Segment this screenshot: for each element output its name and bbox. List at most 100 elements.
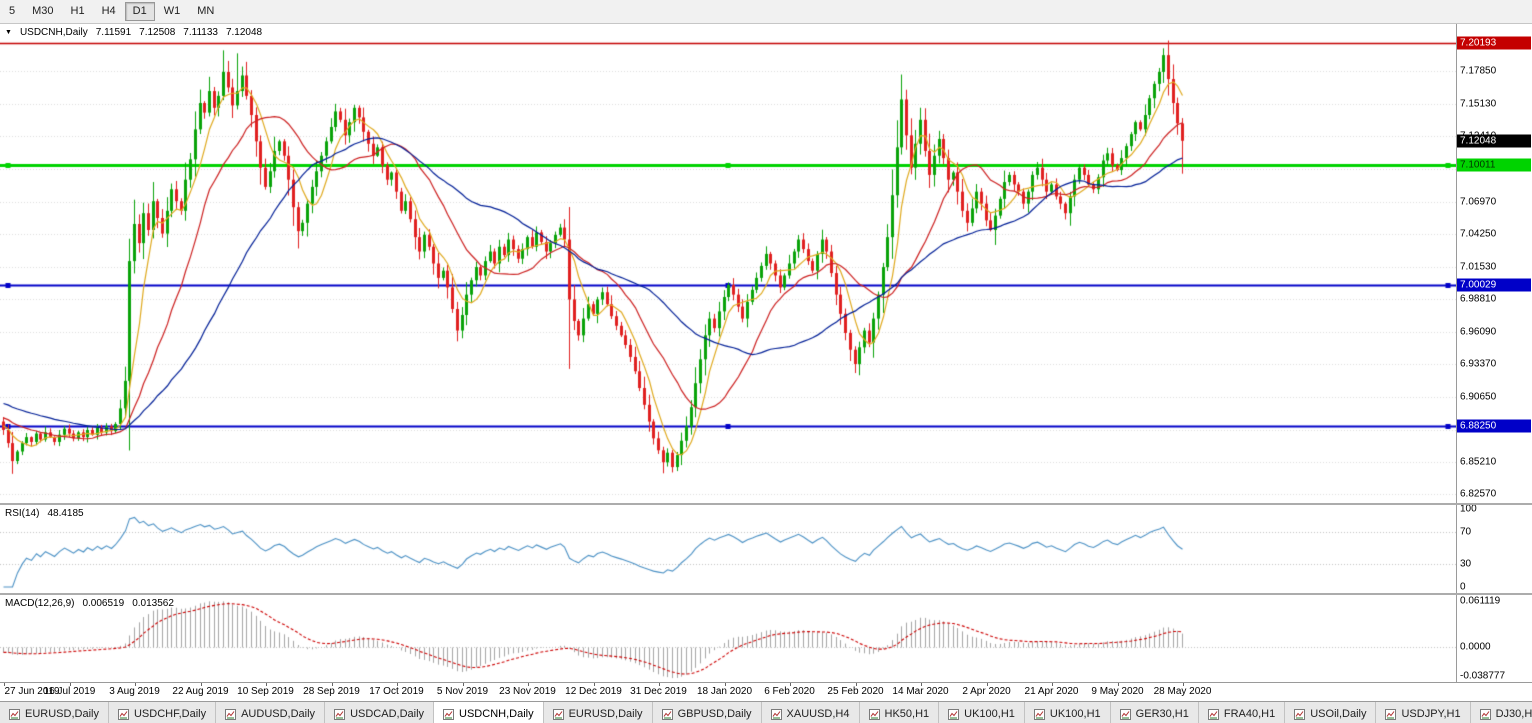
chart-tab-dj30-h1[interactable]: DJ30,H1	[1470, 702, 1532, 723]
date-axis-label: 9 May 2020	[1091, 686, 1144, 697]
price-level-box: 7.00029	[1457, 278, 1531, 292]
rsi-axis-label: 30	[1460, 558, 1472, 570]
date-axis-label: 27 Jun 2019	[4, 686, 60, 697]
date-tick	[1182, 683, 1184, 686]
chart-tab-label: GBPUSD,Daily	[677, 708, 752, 720]
rsi-axis-label: 70	[1460, 526, 1472, 538]
macd-pane: 0.061119 0.0000 -0.038777 MACD(12,26,9) 0.…	[0, 595, 1532, 682]
tab-chart-icon	[948, 708, 960, 720]
price-axis[interactable]: 7.178507.151307.124107.096907.069707.042…	[1456, 24, 1532, 503]
date-tick	[855, 683, 857, 686]
price-level-box: 7.12048	[1457, 134, 1531, 148]
tab-chart-icon	[661, 708, 673, 720]
chart-tab-uk100-h1[interactable]: UK100,H1	[1024, 702, 1111, 723]
tab-chart-icon	[334, 708, 346, 720]
chart-tab-ger30-h1[interactable]: GER30,H1	[1110, 702, 1199, 723]
macd-signal-value: 0.013562	[132, 598, 174, 609]
tab-chart-icon	[1207, 708, 1219, 720]
tab-chart-icon	[1033, 708, 1045, 720]
chart-tab-xauusd-h4[interactable]: XAUUSD,H4	[761, 702, 860, 723]
pane-separator[interactable]	[0, 593, 1532, 595]
chart-tab-usdcad-daily[interactable]: USDCAD,Daily	[325, 702, 435, 723]
date-axis-label: 5 Nov 2019	[436, 686, 489, 697]
timeframe-toolbar: 5 M30 H1 H4 D1 W1 MN	[0, 0, 1532, 24]
tab-chart-icon	[868, 708, 880, 720]
date-tick	[593, 683, 595, 686]
chart-tab-eurusd-daily[interactable]: EURUSD,Daily	[0, 702, 109, 723]
chart-tab-uk100-h1[interactable]: UK100,H1	[939, 702, 1025, 723]
price-axis-label: 7.06970	[1460, 196, 1497, 208]
chart-tab-label: EURUSD,Daily	[568, 708, 643, 720]
price-pane: 7.178507.151307.124107.096907.069707.042…	[0, 24, 1532, 503]
macd-chart-canvas[interactable]	[0, 595, 1456, 682]
date-axis-label: 18 Jan 2020	[696, 686, 753, 697]
price-level-box: 6.88250	[1457, 419, 1531, 433]
date-tick	[331, 683, 333, 686]
date-axis-label: 10 Sep 2019	[237, 686, 294, 697]
date-tick	[724, 683, 726, 686]
timeframe-button-MN[interactable]: MN	[189, 2, 222, 21]
price-axis-label: 7.04250	[1460, 228, 1497, 240]
timeframe-button-H1[interactable]: H1	[63, 2, 93, 21]
macd-axis[interactable]: 0.061119 0.0000 -0.038777	[1456, 595, 1532, 682]
ohlc-close: 7.12048	[225, 27, 263, 38]
timeframe-button-H4[interactable]: H4	[94, 2, 124, 21]
chart-tab-label: HK50,H1	[884, 708, 930, 720]
price-axis-label: 6.85210	[1460, 456, 1497, 468]
price-axis-label: 7.17850	[1460, 65, 1497, 77]
chart-tab-fra40-h1[interactable]: FRA40,H1	[1198, 702, 1286, 723]
chart-tab-usdcnh-daily[interactable]: USDCNH,Daily	[434, 702, 544, 723]
price-chart-canvas[interactable]	[0, 24, 1456, 503]
price-axis-label: 7.01530	[1460, 261, 1497, 273]
date-axis-label: 28 Sep 2019	[303, 686, 360, 697]
price-axis-label: 6.82570	[1460, 488, 1497, 500]
price-level-box: 7.20193	[1457, 36, 1531, 50]
price-axis-label: 6.96090	[1460, 326, 1497, 338]
chart-tab-hk50-h1[interactable]: HK50,H1	[859, 702, 940, 723]
chart-tab-label: USDJPY,H1	[1401, 708, 1461, 720]
tab-chart-icon	[1294, 708, 1306, 720]
macd-axis-label: 0.0000	[1460, 641, 1491, 653]
rsi-axis[interactable]: 100 70 30 0	[1456, 505, 1532, 593]
chart-tab-label: AUDUSD,Daily	[241, 708, 316, 720]
date-axis[interactable]: 27 Jun 2019 16 Jul 2019 3 Aug 2019 22 Aug 2…	[0, 682, 1532, 701]
timeframe-button-D1[interactable]: D1	[124, 2, 155, 21]
date-tick	[527, 683, 529, 686]
pane-separator[interactable]	[0, 503, 1532, 505]
date-axis-label: 3 Aug 2019	[109, 686, 160, 697]
macd-axis-label: -0.038777	[1460, 670, 1506, 682]
tab-chart-icon	[770, 708, 782, 720]
rsi-pane: 100 70 30 0 RSI(14) 48.4185	[0, 505, 1532, 593]
chart-tab-label: GER30,H1	[1135, 708, 1189, 720]
macd-value: 0.006519	[82, 598, 125, 609]
chart-tab-label: USOil,Daily	[1310, 708, 1367, 720]
date-tick	[658, 683, 660, 686]
rsi-label: RSI(14)	[5, 508, 40, 519]
date-tick	[200, 683, 202, 686]
date-tick	[789, 683, 791, 686]
date-tick	[462, 683, 464, 686]
chart-tab-eurusd-daily[interactable]: EURUSD,Daily	[543, 702, 653, 723]
chart-tab-label: EURUSD,Daily	[25, 708, 99, 720]
date-axis-label: 14 Mar 2020	[892, 686, 949, 697]
rsi-chart-canvas[interactable]	[0, 505, 1456, 593]
timeframe-button-W1[interactable]: W1	[156, 2, 189, 21]
chart-tab-label: USDCHF,Daily	[133, 708, 207, 720]
chart-tab-usoil-daily[interactable]: USOil,Daily	[1285, 702, 1377, 723]
chart-tab-audusd-daily[interactable]: AUDUSD,Daily	[216, 702, 326, 723]
date-axis-label: 16 Jul 2019	[43, 686, 96, 697]
timeframe-button-M30[interactable]: M30	[24, 2, 61, 21]
date-axis-label: 28 May 2020	[1153, 686, 1212, 697]
chart-tab-label: UK100,H1	[964, 708, 1015, 720]
date-tick	[3, 683, 5, 686]
date-tick	[1051, 683, 1053, 686]
chart-tab-usdchf-daily[interactable]: USDCHF,Daily	[108, 702, 217, 723]
chart-tab-usdjpy-h1[interactable]: USDJPY,H1	[1376, 702, 1471, 723]
tab-chart-icon	[117, 708, 129, 720]
chart-tab-gbpusd-daily[interactable]: GBPUSD,Daily	[652, 702, 762, 723]
chart-dropdown-icon[interactable]: ▼	[5, 29, 12, 36]
chart-ohlc-header: ▼ USDCNH,Daily 7.11591 7.12508 7.11133 7…	[5, 27, 262, 38]
timeframe-button-5[interactable]: 5	[1, 2, 23, 21]
chart-tab-label: XAUUSD,H4	[786, 708, 850, 720]
